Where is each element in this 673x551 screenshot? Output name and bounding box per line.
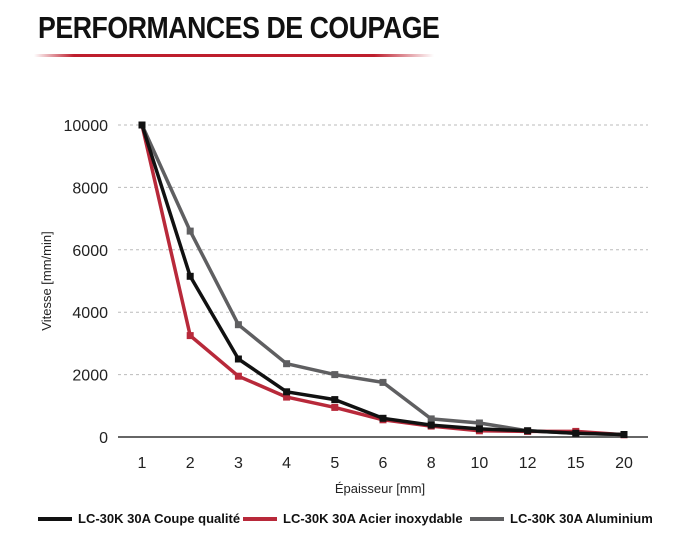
x-axis-ticks: 1 2 3 4 5 6 8 10 12 15 20	[138, 455, 633, 472]
data-point	[283, 388, 291, 396]
data-point	[234, 321, 242, 329]
y-axis-ticks: 0 2000 4000 6000 8000 10000	[64, 118, 109, 447]
data-point	[475, 425, 483, 433]
x-tick-label: 2	[186, 455, 195, 472]
y-tick-label: 2000	[72, 368, 108, 385]
legend-swatch	[38, 516, 72, 521]
y-axis-label: Vitesse [mm/min]	[39, 231, 54, 330]
data-point	[186, 332, 194, 340]
data-point	[427, 421, 435, 429]
series-2	[138, 121, 628, 438]
data-point	[186, 227, 194, 235]
x-tick-label: 6	[379, 455, 388, 472]
y-tick-label: 10000	[64, 118, 109, 135]
legend-swatch	[243, 516, 277, 521]
data-point	[524, 427, 532, 435]
data-series	[138, 121, 628, 439]
x-tick-label: 5	[330, 455, 339, 472]
data-point	[475, 419, 483, 427]
y-tick-label: 0	[99, 430, 108, 447]
legend: LC-30K 30A Coupe qualité LC-30K 30A Acie…	[38, 511, 668, 533]
x-tick-label: 15	[567, 455, 585, 472]
series-1	[138, 121, 628, 439]
legend-item-coupe-qualite: LC-30K 30A Coupe qualité	[38, 511, 240, 526]
data-point	[620, 431, 628, 438]
x-tick-label: 10	[471, 455, 489, 472]
data-point	[234, 372, 242, 380]
data-point	[572, 429, 580, 437]
x-tick-label: 1	[138, 455, 147, 472]
legend-item-aluminium: LC-30K 30A Aluminium	[470, 511, 653, 526]
data-point	[138, 121, 146, 129]
x-tick-label: 8	[427, 455, 436, 472]
data-point	[331, 396, 339, 404]
data-point	[234, 355, 242, 363]
y-tick-label: 8000	[72, 180, 108, 197]
legend-swatch	[470, 516, 504, 521]
x-axis-label: Épaisseur [mm]	[335, 481, 425, 496]
data-point	[427, 415, 435, 423]
y-tick-label: 4000	[72, 305, 108, 322]
series-line	[140, 124, 625, 437]
x-tick-label: 4	[282, 455, 291, 472]
data-point	[379, 414, 387, 422]
y-tick-label: 6000	[72, 243, 108, 260]
data-point	[283, 393, 291, 401]
gridlines	[118, 124, 648, 376]
x-tick-label: 20	[615, 455, 633, 472]
data-point	[331, 403, 339, 411]
x-tick-label: 3	[234, 455, 243, 472]
title-underline	[34, 54, 434, 57]
legend-label: LC-30K 30A Acier inoxydable	[283, 511, 463, 526]
data-point	[283, 360, 291, 368]
x-tick-label: 12	[519, 455, 537, 472]
legend-item-acier-inoxydable: LC-30K 30A Acier inoxydable	[243, 511, 463, 526]
series-0	[138, 121, 628, 438]
legend-label: LC-30K 30A Coupe qualité	[78, 511, 241, 526]
chart-title: PERFORMANCES DE COUPAGE	[38, 10, 440, 45]
legend-label: LC-30K 30A Aluminium	[510, 511, 653, 526]
data-point	[331, 371, 339, 379]
data-point	[186, 272, 194, 280]
data-point	[379, 378, 387, 386]
